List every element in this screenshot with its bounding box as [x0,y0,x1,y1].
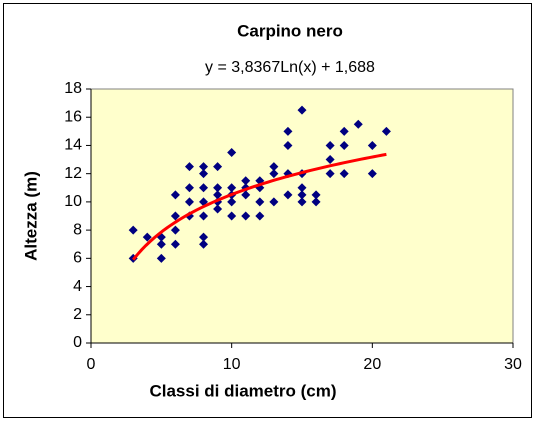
y-tick-label: 18 [64,80,82,97]
data-point [381,126,391,136]
x-tick-label: 30 [504,356,522,373]
data-point [339,140,349,150]
data-point [297,190,307,200]
data-point [325,169,335,179]
x-tick-label: 20 [363,356,381,373]
data-point [325,155,335,165]
data-point [213,183,223,193]
data-point [184,197,194,207]
data-point [227,211,237,221]
data-point [297,105,307,115]
data-point [227,148,237,157]
y-tick-label: 12 [64,165,82,182]
data-point [227,197,237,207]
data-point [269,197,279,207]
y-tick-label: 2 [73,306,82,323]
chart-title: Carpino nero [237,21,343,40]
data-point [199,183,209,193]
data-point [241,211,251,221]
data-point [199,162,209,172]
trendline-equation: y = 3,8367Ln(x) + 1,688 [205,59,375,76]
data-point [170,190,180,200]
trendline [132,152,387,261]
plot-area [90,88,514,344]
data-point [199,211,209,221]
data-point [156,239,166,249]
data-point [170,225,180,235]
data-point [227,183,237,193]
data-point [170,239,180,249]
y-tick-label: 16 [64,108,82,125]
data-point [199,239,209,249]
data-point [269,162,279,172]
data-point [339,126,349,136]
data-point [156,253,166,263]
data-point [269,169,279,179]
data-point [283,140,293,150]
data-point [255,211,265,221]
data-point [170,211,180,221]
data-point [199,169,209,179]
data-point [367,169,377,179]
data-point [367,140,377,150]
data-point [353,119,363,129]
y-axis-title: Altezza (m) [21,171,40,261]
data-point [325,140,335,150]
data-point [199,232,209,242]
data-point [339,169,349,179]
data-point [213,190,223,200]
data-point [255,183,265,193]
data-point [128,225,138,235]
x-tick-label: 10 [223,356,241,373]
x-axis-title: Classi di diametro (cm) [149,381,336,400]
data-point [184,162,194,172]
data-point [241,190,251,200]
data-point [142,232,152,242]
y-tick-label: 10 [64,193,82,210]
data-point [297,183,307,193]
y-tick-label: 4 [73,278,82,295]
data-point [311,190,321,200]
y-tick-label: 8 [73,221,82,238]
y-tick-label: 0 [73,334,82,351]
data-point [184,183,194,193]
y-tick-label: 6 [73,250,82,267]
data-point [255,197,265,207]
data-point [283,126,293,136]
x-tick-label: 0 [87,356,96,373]
data-point [311,197,321,207]
data-point [241,176,251,186]
data-point [283,190,293,200]
y-tick-label: 14 [64,137,82,154]
data-point [297,197,307,207]
data-point [213,204,223,214]
data-point [213,162,223,172]
